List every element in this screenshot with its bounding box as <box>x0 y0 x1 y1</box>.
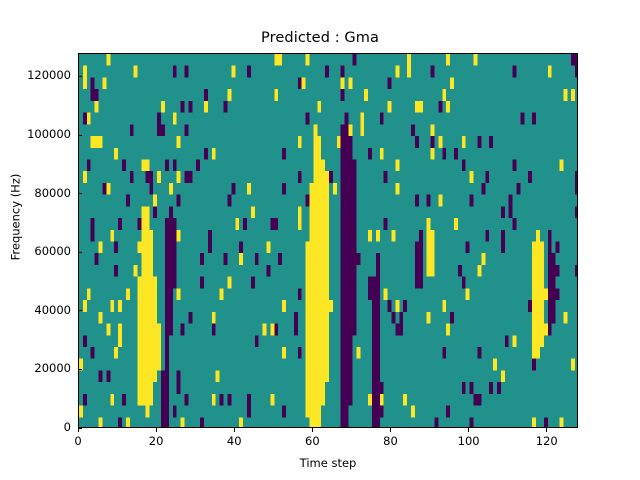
x-tick-label: 100 <box>457 434 480 448</box>
y-tick-mark <box>78 75 82 77</box>
y-tick-label: 120000 <box>27 68 71 83</box>
x-tick-mark <box>468 428 470 432</box>
x-tick-label: 80 <box>383 434 398 448</box>
y-tick-mark <box>78 251 82 253</box>
x-tick-mark <box>546 428 548 432</box>
y-tick-mark <box>78 368 82 370</box>
x-tick-label: 60 <box>305 434 320 448</box>
y-tick-label: 40000 <box>34 302 71 317</box>
y-tick-label: 0 <box>63 420 71 434</box>
y-tick-label: 100000 <box>27 127 71 142</box>
x-axis-label: Time step <box>299 456 357 470</box>
x-tick-mark <box>77 428 79 432</box>
y-tick-label: 80000 <box>34 185 71 200</box>
x-tick-label: 20 <box>148 434 164 448</box>
y-tick-mark <box>78 134 82 136</box>
x-tick-mark <box>233 428 235 432</box>
x-tick-label: 40 <box>226 434 242 448</box>
x-tick-mark <box>155 428 157 432</box>
y-tick-mark <box>78 427 82 429</box>
x-tick-label: 0 <box>74 434 82 448</box>
heatmap-plot-area <box>78 53 578 428</box>
x-tick-mark <box>311 428 313 432</box>
x-tick-mark <box>390 428 391 432</box>
y-tick-label: 60000 <box>34 244 71 259</box>
y-tick-mark <box>78 193 82 195</box>
heatmap-image <box>79 54 577 427</box>
page-title: Predicted : Gma <box>261 30 379 46</box>
x-tick-label: 120 <box>535 434 558 448</box>
y-tick-label: 20000 <box>34 361 71 376</box>
y-tick-mark <box>78 310 82 312</box>
y-axis-label: Frequency (Hz) <box>8 173 23 261</box>
